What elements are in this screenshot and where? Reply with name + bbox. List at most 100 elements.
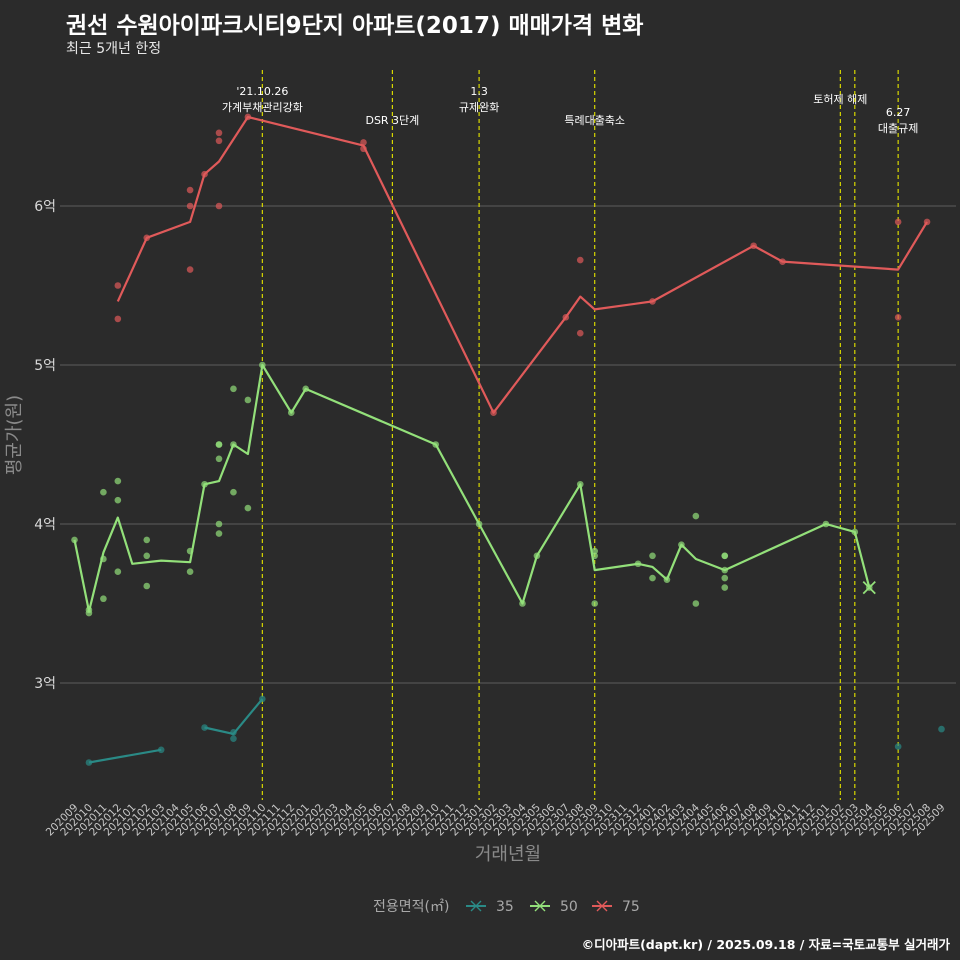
event-annotation: 6.27 bbox=[886, 106, 911, 119]
series-50-point bbox=[692, 600, 700, 607]
series-75-point bbox=[143, 234, 151, 242]
legend-key-marker-35 bbox=[470, 900, 482, 912]
series-35-line bbox=[204, 698, 264, 735]
y-tick-label: 4억 bbox=[34, 517, 56, 533]
series-50-point bbox=[100, 488, 107, 496]
series-50-point bbox=[576, 480, 584, 488]
legend-label-35: 35 bbox=[496, 899, 514, 915]
series-50-point bbox=[114, 477, 122, 485]
legend-label-50: 50 bbox=[560, 899, 578, 915]
series-50-point bbox=[244, 504, 252, 512]
event-annotation: '21.10.26 bbox=[236, 85, 288, 98]
series-50-point bbox=[143, 536, 151, 544]
series-50-point bbox=[678, 541, 685, 548]
series-50-point bbox=[143, 582, 151, 590]
series-35-point bbox=[894, 743, 902, 750]
series-50-point bbox=[215, 441, 223, 448]
legend-title: 전용면적(㎡) bbox=[373, 899, 449, 915]
series-75-point bbox=[750, 242, 757, 250]
series-50-point bbox=[143, 552, 151, 560]
series-50-point bbox=[215, 520, 223, 528]
series-50-point bbox=[721, 584, 729, 591]
series-35-point bbox=[85, 759, 93, 766]
series-75-point bbox=[490, 409, 497, 417]
series-35-point bbox=[230, 735, 237, 742]
series-50-point bbox=[591, 600, 598, 607]
legend-label-75: 75 bbox=[622, 899, 640, 915]
series-50-point bbox=[71, 536, 78, 544]
series-75-point bbox=[114, 282, 122, 289]
series-75-point bbox=[894, 218, 902, 226]
series-50-point bbox=[822, 520, 830, 528]
series-50-line bbox=[73, 363, 871, 613]
series-50-point bbox=[302, 385, 310, 393]
series-75-point bbox=[562, 314, 570, 321]
series-50-point bbox=[244, 396, 252, 404]
series-75-point bbox=[894, 314, 902, 321]
y-tick-label: 6억 bbox=[34, 199, 56, 215]
series-50-point bbox=[100, 595, 107, 603]
series-50-point bbox=[230, 488, 237, 496]
series-50-point bbox=[649, 552, 656, 560]
series-50-point bbox=[85, 606, 93, 614]
event-annotation: DSR 3단계 bbox=[365, 114, 419, 127]
series-50-point bbox=[851, 528, 859, 536]
series-50-point bbox=[287, 409, 295, 417]
series-35-point bbox=[201, 724, 208, 731]
series-50-point bbox=[215, 455, 223, 463]
series-75-point bbox=[779, 258, 786, 265]
series-75-point bbox=[360, 145, 367, 153]
series-75-point bbox=[215, 129, 223, 137]
series-50-point bbox=[114, 568, 122, 575]
series-50-point bbox=[215, 530, 223, 537]
series-50-point bbox=[201, 480, 208, 488]
series-75-point bbox=[215, 202, 223, 210]
series-50-point bbox=[634, 560, 642, 568]
event-annotation: 규제완화 bbox=[459, 101, 499, 114]
series-50-point bbox=[475, 520, 483, 528]
y-axis-title: 평균가(원) bbox=[4, 395, 25, 475]
series-50-point bbox=[533, 552, 541, 560]
series-50-point bbox=[230, 385, 237, 393]
source-caption: ©디아파트(dapt.kr) / 2025.09.18 / 자료=국토교통부 실… bbox=[581, 937, 950, 952]
series-75-point bbox=[923, 218, 931, 226]
series-50-point bbox=[721, 574, 729, 582]
series-50-point bbox=[186, 547, 194, 555]
series-75-point bbox=[576, 329, 584, 337]
series-75-point bbox=[649, 298, 656, 305]
series-50-point bbox=[663, 576, 671, 583]
chart-subtitle: 최근 5개년 한정 bbox=[66, 41, 162, 57]
series-75-line bbox=[116, 115, 928, 414]
series-35-point bbox=[157, 746, 165, 754]
series-50-point bbox=[591, 552, 598, 560]
chart-title: 권선 수원아이파크시티9단지 아파트(2017) 매매가격 변화 bbox=[66, 13, 644, 39]
series-35-point bbox=[938, 725, 945, 733]
series-50-point bbox=[692, 512, 700, 520]
legend-key-marker-75 bbox=[596, 900, 608, 912]
series-50-point bbox=[432, 441, 440, 448]
series-75-point bbox=[186, 186, 194, 194]
series-75-point bbox=[186, 266, 194, 273]
event-annotation: 토허제 해제 bbox=[813, 92, 867, 106]
event-annotation: 가계부채관리강화 bbox=[222, 101, 303, 114]
series-50-point bbox=[591, 547, 598, 555]
series-50-point bbox=[100, 555, 107, 563]
series-50-point bbox=[230, 441, 237, 448]
series-75-point bbox=[186, 202, 194, 210]
series-75-point bbox=[114, 315, 122, 323]
series-50-point bbox=[649, 574, 656, 582]
series-75-point bbox=[201, 170, 208, 178]
series-75-point bbox=[576, 256, 584, 264]
series-50-point bbox=[259, 361, 266, 369]
series-35-point bbox=[259, 695, 266, 703]
event-annotation: 1.3 bbox=[470, 85, 488, 98]
series-50-point bbox=[114, 496, 122, 504]
series-75-point bbox=[360, 139, 367, 146]
series-75-point bbox=[215, 137, 223, 145]
x-axis-title: 거래년월 bbox=[475, 844, 541, 865]
series-50-point bbox=[519, 600, 526, 607]
series-50-end-marker bbox=[862, 580, 876, 595]
series-50-point bbox=[721, 566, 729, 574]
event-annotation: 대출규제 bbox=[878, 122, 918, 135]
